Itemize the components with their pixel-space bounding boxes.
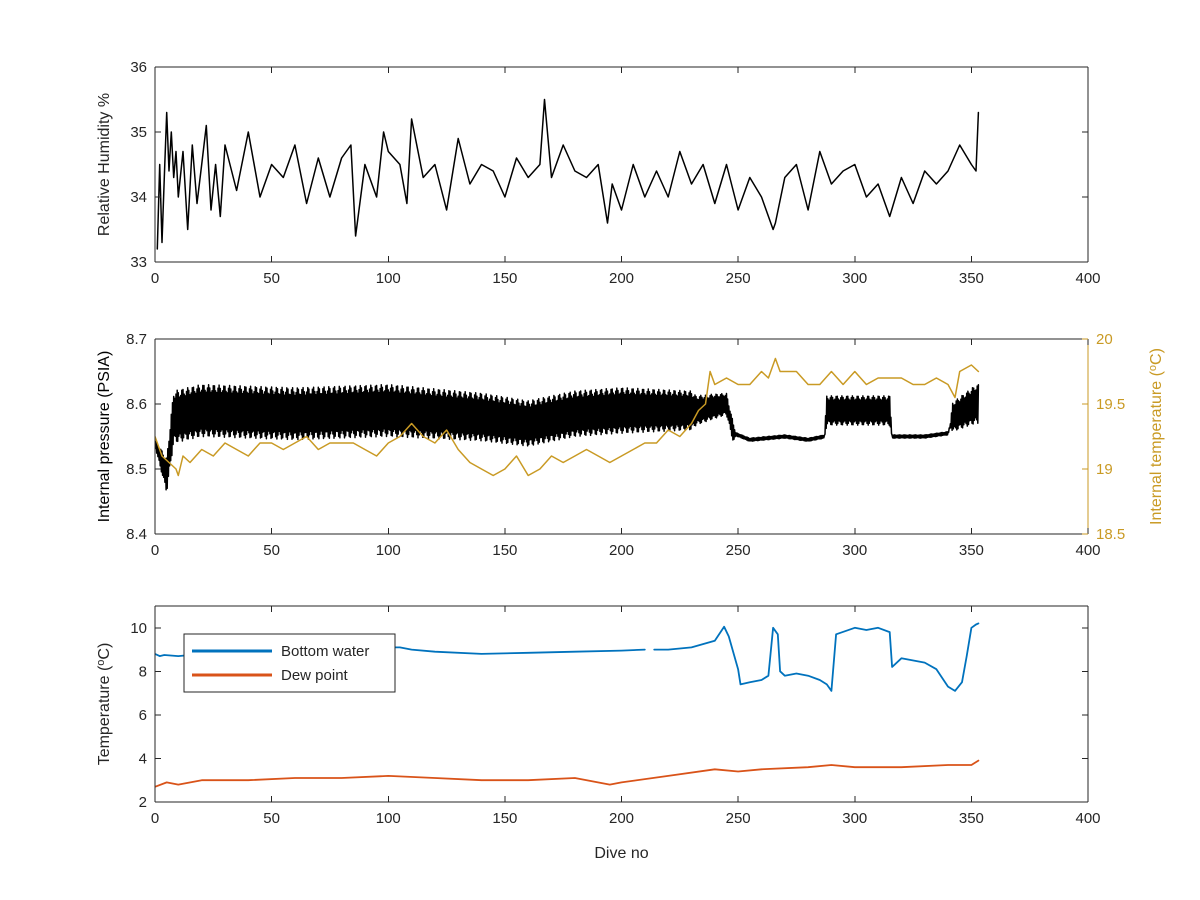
x-tick-label: 350 (959, 810, 984, 827)
y2-axis-label: Internal temperature (oC) (1147, 348, 1165, 525)
x-tick-label: 150 (492, 270, 517, 287)
x-tick-label: 100 (376, 810, 401, 827)
chart-panel-1: 0 50 100 150 200 250 300 350 400 33 34 35 36 Relative… (96, 59, 1101, 287)
legend-entry: Bottom water (281, 643, 369, 660)
x-tick-label: 150 (492, 542, 517, 559)
y2-tick-label: 19 (1096, 461, 1113, 478)
x-tick-label: 100 (376, 270, 401, 287)
y-tick-label: 36 (130, 59, 147, 76)
legend-entry: Dew point (281, 667, 349, 684)
y-tick-label: 10 (130, 620, 147, 637)
y-tick-label: 8.7 (126, 331, 147, 348)
y2-tick-label: 20 (1096, 331, 1113, 348)
y-tick-label: 35 (130, 124, 147, 141)
x-tick-label: 150 (492, 810, 517, 827)
y-tick-label: 6 (139, 707, 147, 724)
y2-tick-label: 18.5 (1096, 526, 1125, 543)
y-axis-label: Internal pressure (PSIA) (96, 351, 113, 523)
chart-panel-3: 0 50 100 150 200 250 300 350 400 2 4 6 8 10 Temperatur… (95, 605, 1101, 862)
y-tick-label: 8 (139, 663, 147, 680)
x-tick-label: 400 (1075, 270, 1100, 287)
x-tick-label: 300 (842, 270, 867, 287)
legend: Bottom water Dew point (183, 633, 396, 693)
x-tick-label: 200 (609, 810, 634, 827)
x-tick-label: 50 (263, 542, 280, 559)
x-tick-label: 50 (263, 270, 280, 287)
x-tick-label: 250 (726, 270, 751, 287)
x-tick-label: 0 (151, 542, 159, 559)
y-tick-label: 2 (139, 794, 147, 811)
plot-area (155, 357, 980, 491)
y-tick-label: 4 (139, 750, 147, 767)
x-tick-label: 300 (842, 542, 867, 559)
x-tick-label: 250 (726, 542, 751, 559)
y-axis-label: Relative Humidity % (96, 93, 113, 236)
x-tick-label: 350 (959, 270, 984, 287)
x-tick-label: 50 (263, 810, 280, 827)
y2-tick-label: 19.5 (1096, 396, 1125, 413)
plot-area (156, 98, 980, 250)
x-tick-label: 200 (609, 270, 634, 287)
x-tick-label: 400 (1075, 810, 1100, 827)
x-tick-label: 300 (842, 810, 867, 827)
y-tick-label: 8.4 (126, 526, 147, 543)
y-tick-label: 8.6 (126, 396, 147, 413)
x-tick-label: 100 (376, 542, 401, 559)
y-tick-label: 34 (130, 189, 147, 206)
y-tick-label: 33 (130, 254, 147, 271)
x-tick-label: 400 (1075, 542, 1100, 559)
x-tick-label: 200 (609, 542, 634, 559)
x-axis-label: Dive no (594, 845, 648, 862)
x-tick-label: 250 (726, 810, 751, 827)
x-tick-label: 0 (151, 270, 159, 287)
x-tick-label: 350 (959, 542, 984, 559)
x-tick-label: 0 (151, 810, 159, 827)
y-axis-label: Temperature (oC) (95, 643, 113, 766)
series-1-line (155, 383, 980, 491)
series-2-line (155, 357, 980, 477)
y-tick-label: 8.5 (126, 461, 147, 478)
dew-point-line (155, 759, 980, 788)
chart-panel-2: 0 50 100 150 200 250 300 350 400 8.4 8.5 8.6 8.7 18.5… (96, 331, 1165, 559)
series-1-line (156, 98, 980, 250)
